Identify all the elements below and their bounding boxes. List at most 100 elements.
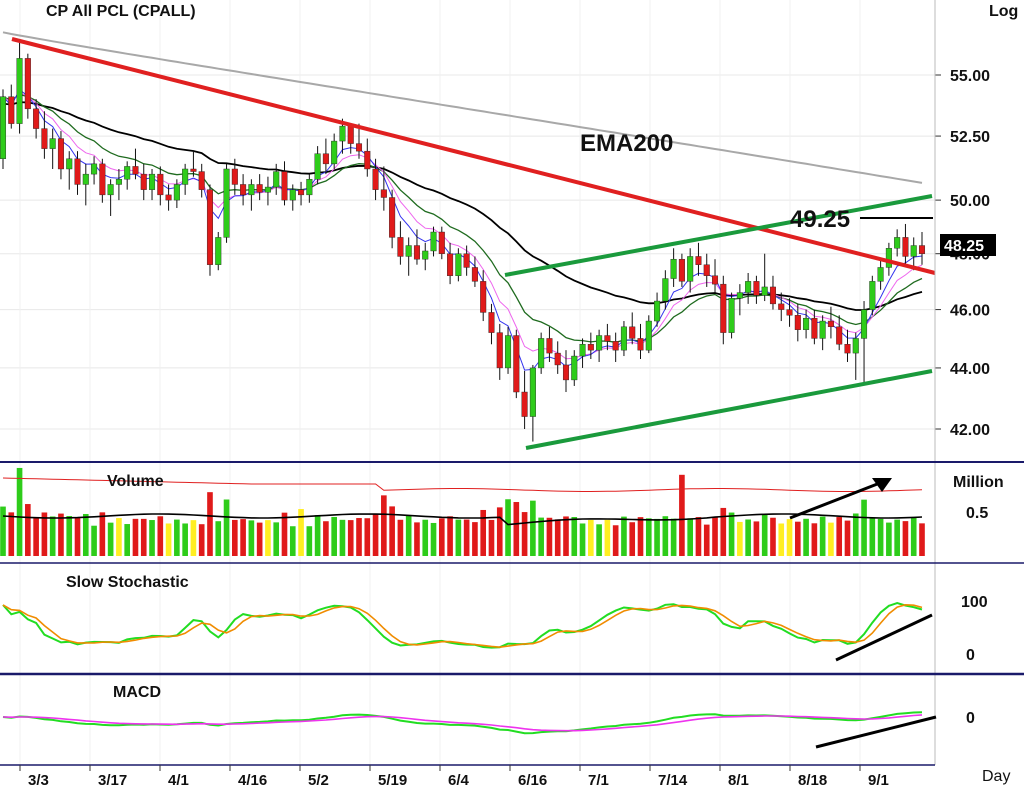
volume-bar bbox=[248, 520, 255, 556]
volume-bar bbox=[654, 518, 660, 556]
candle-body bbox=[538, 338, 545, 369]
stochastic-d-line bbox=[2, 603, 923, 649]
volume-bar bbox=[132, 518, 139, 556]
red-downtrend-line bbox=[11, 37, 936, 275]
candle-body bbox=[240, 184, 247, 196]
candle-body bbox=[115, 179, 122, 185]
volume-bar bbox=[488, 519, 495, 556]
candle-body bbox=[132, 166, 139, 175]
volume-bar bbox=[579, 523, 586, 556]
volume-bar bbox=[405, 514, 412, 556]
volume-bar bbox=[712, 516, 718, 556]
candle-body bbox=[463, 253, 470, 268]
candle-body bbox=[827, 320, 834, 328]
volume-bar bbox=[215, 521, 222, 556]
volume-bar bbox=[364, 518, 371, 556]
candle-body bbox=[231, 168, 238, 185]
candle-body bbox=[488, 312, 495, 333]
volume-bar bbox=[861, 499, 867, 556]
candle-body bbox=[546, 338, 553, 354]
volume-bar bbox=[538, 517, 544, 556]
candle-body bbox=[74, 158, 81, 185]
volume-bar bbox=[331, 516, 337, 556]
volume-bar bbox=[836, 517, 843, 556]
candle-body bbox=[794, 315, 801, 330]
candle-body bbox=[902, 237, 909, 257]
candle-body bbox=[339, 125, 346, 142]
candle-body bbox=[82, 173, 89, 185]
macd-signal-line bbox=[2, 714, 923, 732]
volume-bar bbox=[637, 517, 644, 556]
candle-body bbox=[49, 138, 56, 149]
volume-bar bbox=[372, 514, 379, 556]
candle-body bbox=[910, 245, 917, 257]
volume-bar bbox=[281, 512, 288, 556]
candle-body bbox=[190, 168, 197, 172]
price-tick-2: 50.00 bbox=[950, 193, 990, 210]
candle-body bbox=[877, 267, 884, 282]
candle-body bbox=[852, 338, 859, 354]
volume-bar bbox=[256, 522, 263, 556]
volume-bar bbox=[347, 520, 354, 556]
candle-body bbox=[298, 189, 305, 196]
volume-bar bbox=[604, 519, 611, 556]
candle-body bbox=[66, 158, 73, 170]
date-tick-10: 8/1 bbox=[728, 772, 749, 787]
candle-body bbox=[24, 58, 31, 110]
volume-bar bbox=[919, 523, 925, 556]
volume-bar bbox=[811, 523, 818, 556]
volume-bar bbox=[240, 519, 246, 556]
date-tick-6: 6/4 bbox=[448, 772, 470, 787]
candle-body bbox=[861, 309, 868, 339]
candle-body bbox=[256, 184, 263, 193]
volume-bar bbox=[306, 526, 313, 556]
candle-body bbox=[645, 320, 652, 351]
volume-tick-0-5: 0.5 bbox=[966, 505, 988, 522]
price-gridlines bbox=[0, 74, 935, 430]
candlesticks bbox=[0, 42, 926, 442]
volume-black-average bbox=[2, 513, 923, 526]
stochastic-label: Slow Stochastic bbox=[66, 574, 189, 591]
volume-red-average bbox=[2, 477, 923, 492]
candle-body bbox=[331, 140, 338, 165]
candle-body bbox=[248, 184, 255, 196]
volume-bar bbox=[828, 522, 834, 556]
candle-body bbox=[165, 194, 172, 201]
candle-body bbox=[736, 292, 743, 299]
volume-bar bbox=[74, 517, 81, 556]
date-tick-3: 4/16 bbox=[238, 772, 267, 787]
candle-body bbox=[629, 326, 636, 339]
volume-bar bbox=[356, 518, 362, 556]
date-tick-2: 4/1 bbox=[168, 772, 189, 787]
candle-body bbox=[894, 237, 901, 249]
volume-bar bbox=[33, 518, 39, 556]
candle-body bbox=[753, 281, 760, 296]
volume-bar bbox=[869, 518, 876, 556]
volume-bar bbox=[761, 513, 768, 556]
volume-bar bbox=[140, 518, 147, 556]
volume-bar bbox=[323, 521, 329, 556]
candle-body bbox=[869, 281, 876, 310]
volume-bar bbox=[505, 499, 511, 556]
volume-bar bbox=[778, 523, 785, 556]
volume-bar bbox=[82, 513, 89, 556]
price-tick-4: 46.00 bbox=[950, 303, 990, 320]
volume-unit-label: Million bbox=[953, 474, 1004, 491]
vertical-gridlines bbox=[19, 0, 861, 765]
candle-body bbox=[612, 341, 619, 351]
candle-body bbox=[372, 168, 379, 190]
candle-body bbox=[918, 245, 926, 254]
scale-label: Log bbox=[989, 3, 1018, 20]
candle-body bbox=[471, 267, 478, 282]
candle-body bbox=[223, 168, 230, 238]
volume-bar bbox=[794, 521, 801, 556]
candle-body bbox=[438, 231, 445, 254]
volume-bar bbox=[223, 499, 230, 556]
candle-body bbox=[637, 338, 644, 351]
volume-bar bbox=[472, 522, 478, 556]
candle-body bbox=[107, 184, 114, 196]
candle-body bbox=[314, 153, 321, 180]
volume-bar bbox=[894, 519, 900, 556]
volume-bar bbox=[670, 518, 677, 556]
volume-bars bbox=[0, 467, 925, 556]
